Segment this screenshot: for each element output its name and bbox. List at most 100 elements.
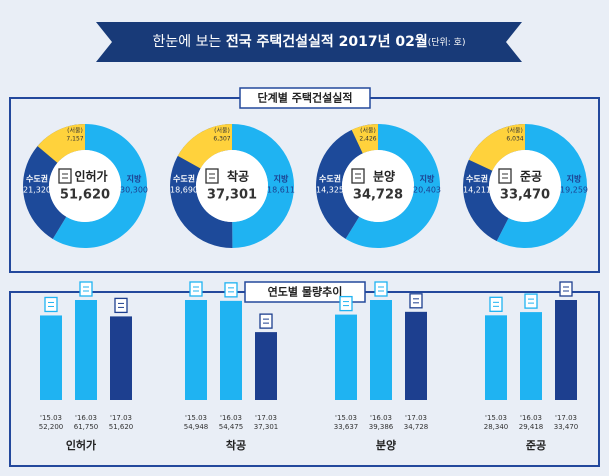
donut-segment: [232, 124, 294, 248]
bar: [185, 300, 207, 400]
donut-total: 51,620: [60, 188, 110, 203]
bar-value: 54,475: [219, 423, 244, 431]
donut-total: 33,470: [500, 188, 550, 203]
donut-name: 준공: [520, 170, 542, 184]
x-tick-label: '16.03: [75, 414, 97, 422]
title-prefix: 한눈에 보는: [153, 34, 226, 50]
bar: [370, 300, 392, 400]
trend-title: 연도별 물량추이: [268, 285, 343, 299]
stage-tab: [239, 87, 371, 109]
x-tick-label: '15.03: [485, 414, 507, 422]
donut-segment: [496, 124, 587, 248]
icon: [489, 296, 503, 312]
donut-hole: [196, 150, 268, 222]
donut-value: 14,325: [316, 186, 344, 195]
bar-value: 39,386: [369, 423, 394, 431]
donut-segment: [177, 124, 232, 169]
icon: [339, 295, 353, 312]
group-name: 인허가: [66, 438, 96, 452]
x-tick-label: '16.03: [520, 414, 542, 422]
x-tick-label: '16.03: [370, 414, 392, 422]
bar-value: 37,301: [254, 423, 279, 431]
icon: [58, 168, 72, 184]
donut-value: 18,690: [170, 186, 198, 195]
donut-hole: [489, 150, 561, 222]
donut-segment: [52, 124, 148, 249]
donut-label: 지방: [274, 174, 289, 184]
bar-value: 33,470: [554, 423, 579, 431]
bar-value: 28,340: [484, 423, 509, 431]
title: 한눈에 보는 전국 주택건설실적 2017년 02월(단위: 호): [153, 33, 466, 50]
donut-label: 수도권: [173, 174, 195, 184]
donut-value: 30,300: [120, 186, 148, 195]
title-main: 전국 주택건설실적 2017년 02월: [226, 33, 428, 50]
donut-label: (서울): [360, 127, 376, 135]
donut-name: 착공: [227, 169, 249, 184]
trend-tab: [244, 281, 366, 303]
stage-title: 단계별 주택건설실적: [258, 91, 353, 105]
donut-label: 수도권: [319, 174, 341, 184]
bar-value: 52,200: [39, 423, 64, 431]
donut-label: (서울): [67, 127, 83, 135]
bar: [75, 300, 97, 400]
bar: [40, 315, 62, 400]
donut-segment: [468, 124, 525, 171]
donut-value: 14,211: [463, 186, 491, 195]
donut-label: 지방: [127, 174, 142, 184]
icon: [205, 168, 219, 184]
donut-value: 21,320: [23, 186, 51, 195]
donut-value: 6,034: [506, 136, 523, 143]
x-tick-label: '15.03: [335, 414, 357, 422]
plots: 수도권21,320지방30,300(서울)7,157인허가51,620수도권18…: [23, 124, 588, 452]
donut-name: 분양: [373, 169, 395, 184]
donut-label: 지방: [420, 174, 435, 184]
x-tick-label: '17.03: [555, 414, 577, 422]
donut-label: 지방: [567, 174, 582, 184]
x-tick-label: '17.03: [255, 414, 277, 422]
icon: [44, 296, 58, 313]
donut-value: 2,426: [359, 136, 376, 143]
donut-value: 7,157: [66, 136, 83, 143]
donut-total: 34,728: [353, 188, 403, 203]
bar: [405, 311, 427, 400]
donut-label: (서울): [507, 127, 523, 135]
icon: [374, 281, 388, 297]
icon: [351, 168, 365, 184]
donut-segment: [37, 124, 85, 163]
group-name: 준공: [526, 439, 546, 452]
x-tick-label: '15.03: [185, 414, 207, 422]
group-name: 착공: [226, 438, 246, 452]
bar: [255, 332, 277, 400]
icon: [114, 297, 128, 314]
donut-total: 37,301: [207, 188, 257, 203]
donut-name: 인허가: [74, 169, 107, 184]
donut-value: 6,307: [213, 136, 230, 143]
donut-value: 20,403: [413, 186, 441, 195]
icon: [524, 293, 538, 309]
bar: [555, 300, 577, 400]
x-tick-label: '17.03: [405, 414, 427, 422]
donut-hole: [49, 150, 121, 222]
bar: [110, 316, 132, 400]
donut-value: 18,611: [267, 186, 295, 195]
donut-hole: [342, 150, 414, 222]
group-name: 분양: [376, 438, 396, 452]
donut-label: (서울): [214, 127, 230, 135]
icon: [189, 281, 203, 297]
title-banner: [96, 22, 522, 62]
bar-value: 33,637: [334, 423, 359, 431]
icon: [224, 282, 238, 298]
x-tick-label: '17.03: [110, 414, 132, 422]
icon: [259, 313, 273, 329]
bar-value: 34,728: [404, 423, 429, 431]
icon: [559, 281, 573, 297]
icon: [498, 168, 512, 184]
x-tick-label: '15.03: [40, 414, 62, 422]
icon: [79, 281, 93, 297]
donut-segment: [351, 124, 378, 154]
donut-segment: [345, 124, 440, 248]
bar-value: 29,418: [519, 423, 544, 431]
bar: [485, 315, 507, 400]
bar-value: 51,620: [109, 423, 134, 431]
